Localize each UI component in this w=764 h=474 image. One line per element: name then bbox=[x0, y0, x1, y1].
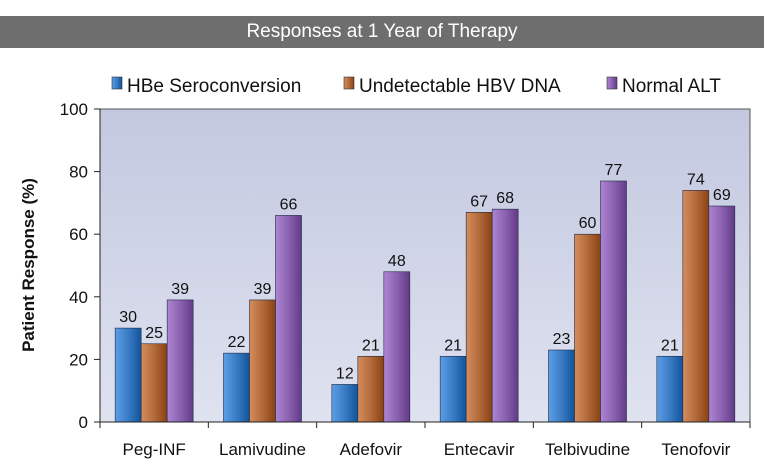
data-label-peg-inf-series-1: 30 bbox=[119, 309, 137, 326]
bar-tenofovir-series-1 bbox=[656, 355, 684, 423]
bar-tenofovir-series-2 bbox=[682, 190, 710, 423]
chart-title: Responses at 1 Year of Therapy bbox=[246, 21, 518, 42]
bar-lamivudine-series-1 bbox=[223, 352, 250, 423]
data-label-adefovir-series-1: 12 bbox=[336, 365, 354, 382]
y-tick-label: 80 bbox=[69, 163, 88, 182]
data-label-adefovir-series-3: 48 bbox=[388, 253, 406, 270]
bar-entecavir-series-1 bbox=[439, 355, 467, 423]
bar-peg-inf-series-3 bbox=[166, 299, 194, 423]
chart-title-bar: Responses at 1 Year of Therapy bbox=[0, 16, 764, 48]
bar-telbivudine-series-3 bbox=[600, 180, 627, 423]
data-label-telbivudine-series-1: 23 bbox=[553, 331, 571, 348]
data-label-entecavir-series-2: 67 bbox=[470, 193, 488, 210]
data-label-adefovir-series-2: 21 bbox=[362, 337, 380, 354]
data-label-telbivudine-series-2: 60 bbox=[579, 215, 597, 232]
axes-group: 0 20 40 60 80 100 Peg-INF Lamivudine Adefovir Ent… bbox=[60, 100, 751, 459]
x-tick-label-entecavir: Entecavir bbox=[444, 440, 515, 459]
legend-label-2: Undetectable HBV DNA bbox=[359, 76, 561, 97]
y-tick-label: 40 bbox=[69, 288, 88, 307]
data-label-lamivudine-series-2: 39 bbox=[254, 281, 272, 298]
x-tick-label-telbivudine: Telbivudine bbox=[545, 440, 630, 459]
data-label-telbivudine-series-3: 77 bbox=[605, 162, 623, 179]
bar-adefovir-series-1 bbox=[331, 384, 359, 423]
y-tick-label: 20 bbox=[69, 350, 88, 369]
bars-group bbox=[114, 180, 736, 423]
bar-adefovir-series-2 bbox=[357, 355, 385, 423]
data-label-tenofovir-series-3: 69 bbox=[713, 187, 731, 204]
x-tick-label-peg-inf: Peg-INF bbox=[123, 440, 186, 459]
y-axis-title: Patient Response (%) bbox=[19, 178, 38, 352]
data-label-entecavir-series-1: 21 bbox=[444, 337, 462, 354]
data-label-peg-inf-series-3: 39 bbox=[171, 281, 189, 298]
bar-entecavir-series-3 bbox=[491, 208, 519, 423]
bar-peg-inf-series-1 bbox=[114, 327, 142, 423]
bar-lamivudine-series-3 bbox=[275, 215, 302, 423]
bar-lamivudine-series-2 bbox=[249, 299, 276, 423]
bar-peg-inf-series-2 bbox=[140, 343, 168, 423]
y-tick-label: 0 bbox=[79, 413, 88, 432]
x-tick-label-tenofovir: Tenofovir bbox=[661, 440, 730, 459]
legend: HBe Seroconversion Undetectable HBV DNA No… bbox=[111, 76, 721, 97]
data-label-tenofovir-series-1: 21 bbox=[661, 337, 679, 354]
legend-swatch-2 bbox=[343, 76, 355, 90]
bar-telbivudine-series-2 bbox=[574, 233, 601, 423]
bar-entecavir-series-2 bbox=[465, 211, 493, 423]
bar-telbivudine-series-1 bbox=[548, 349, 575, 423]
data-label-entecavir-series-3: 68 bbox=[496, 190, 514, 207]
y-tick-label: 60 bbox=[69, 225, 88, 244]
data-label-lamivudine-series-1: 22 bbox=[228, 334, 246, 351]
legend-label-3: Normal ALT bbox=[622, 76, 721, 97]
legend-label-1: HBe Seroconversion bbox=[127, 76, 301, 97]
legend-swatch-1 bbox=[111, 76, 123, 90]
legend-swatch-3 bbox=[606, 76, 618, 90]
y-tick-label: 100 bbox=[60, 100, 88, 119]
bar-tenofovir-series-3 bbox=[708, 205, 736, 423]
x-tick-label-lamivudine: Lamivudine bbox=[219, 440, 306, 459]
bar-adefovir-series-3 bbox=[383, 271, 411, 423]
data-labels-group: 30 25 39 22 39 66 12 21 48 21 67 68 23 60 77 21 74 69 bbox=[119, 162, 731, 382]
data-label-tenofovir-series-2: 74 bbox=[687, 171, 705, 188]
plot-area bbox=[99, 108, 751, 423]
data-label-peg-inf-series-2: 25 bbox=[145, 325, 163, 342]
data-label-lamivudine-series-3: 66 bbox=[280, 196, 298, 213]
x-tick-label-adefovir: Adefovir bbox=[340, 440, 403, 459]
